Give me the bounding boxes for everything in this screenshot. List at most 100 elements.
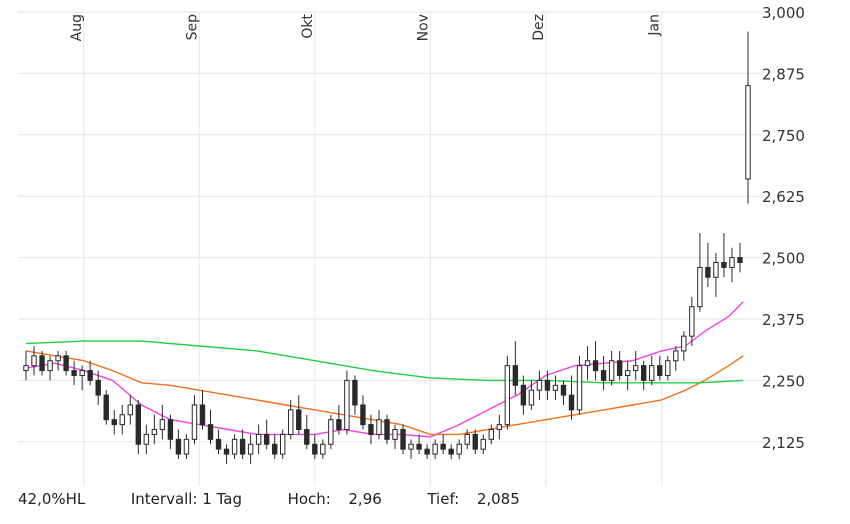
candle-body [657,365,663,376]
y-tick-label: 2,875 [762,65,805,83]
candle-body [560,384,567,396]
candle-body [552,384,559,391]
candle-body [352,379,358,406]
candle-body [296,409,302,431]
candle-body [496,424,503,431]
candle-body [544,379,551,391]
candle-body [368,424,374,435]
candle-body [55,355,61,362]
candle-body [79,370,85,376]
candles [23,31,751,464]
candle-body [119,414,125,426]
candle-body [127,404,133,416]
candle-body [456,443,462,455]
candle-body [263,433,270,445]
low-value: 2,085 [476,490,520,508]
candle-body [336,419,342,431]
hl-label: 42,0%HL [18,490,86,508]
month-label: Nov [415,14,431,41]
candle-body [159,419,166,431]
candle-body [649,365,655,381]
candle-body [71,370,77,376]
candle-body [608,360,615,381]
candle-body [472,433,478,450]
candle-body [135,404,142,445]
y-axis-ticks: 2,125 2,250 2,375 2,500 2,625 2,750 2,875 3,000 [762,4,805,452]
candle-body [199,404,206,426]
candle-body [705,266,711,278]
candle-body [408,443,414,450]
candle-body [616,360,623,376]
candle-body [504,365,511,426]
candle-body [440,443,446,450]
candle-body [175,438,182,455]
candle-body [191,404,198,440]
candle-body [23,365,29,372]
candle-body [280,433,286,455]
chart-footer: 42,0%HL Intervall: 1 Tag Hoch: 2,96 Tief… [18,490,520,508]
candle-body [689,306,695,337]
candle-body [87,370,93,381]
candle-body [480,438,486,450]
moving-average-line [25,350,744,436]
candle-body [520,384,527,406]
candle-body [271,443,278,455]
candle-body [600,370,607,381]
candle-body [464,433,470,445]
candle-body [63,355,69,372]
interval-label: Intervall: 1 Tag [130,490,242,508]
candle-body [255,433,262,445]
month-label: Sep [184,14,200,41]
y-tick-label: 2,500 [762,250,805,268]
candle-body [729,257,735,268]
candle-body [713,262,719,278]
candle-body [215,438,222,450]
candle-body [400,429,406,450]
candle-body [584,360,591,367]
candle-body [47,360,53,372]
y-tick-label: 2,250 [762,372,805,390]
candle-body [416,443,422,450]
candle-body [624,370,631,376]
candle-body [392,429,398,440]
candle-body [312,443,318,455]
candle-body [384,419,390,440]
candle-body [328,419,334,445]
month-label: Jan [646,14,662,37]
candle-body [239,438,246,455]
candle-body [641,365,647,381]
candle-body [247,443,254,455]
candle-body [424,448,430,455]
candle-body [183,438,190,455]
high-value: 2,96 [348,490,382,508]
candle-body [665,360,671,376]
candle-body [536,379,543,391]
candle-body [568,394,575,411]
y-tick-label: 2,375 [762,311,805,329]
candle-body [448,448,454,455]
candle-body [223,448,230,455]
candle-body [576,365,583,411]
candle-body [432,443,438,455]
candle-body [697,266,703,308]
candle-body [528,389,535,406]
candle-body [111,419,117,426]
candle-body [592,360,599,372]
month-labels: Aug Sep Okt Nov Dez Jan [69,13,663,41]
candle-body [39,355,45,372]
candle-body [344,379,350,431]
candle-body [31,355,37,367]
low-label: Tief: [427,490,460,508]
candle-body [737,257,743,264]
candle-body [512,365,519,386]
candle-body [143,433,150,445]
candle-body [721,262,727,268]
candle-body [95,379,101,396]
candle-body [673,350,679,362]
candle-body [167,419,174,440]
candle-body [151,429,158,435]
candle-body [632,365,639,372]
candle-body [488,429,494,440]
